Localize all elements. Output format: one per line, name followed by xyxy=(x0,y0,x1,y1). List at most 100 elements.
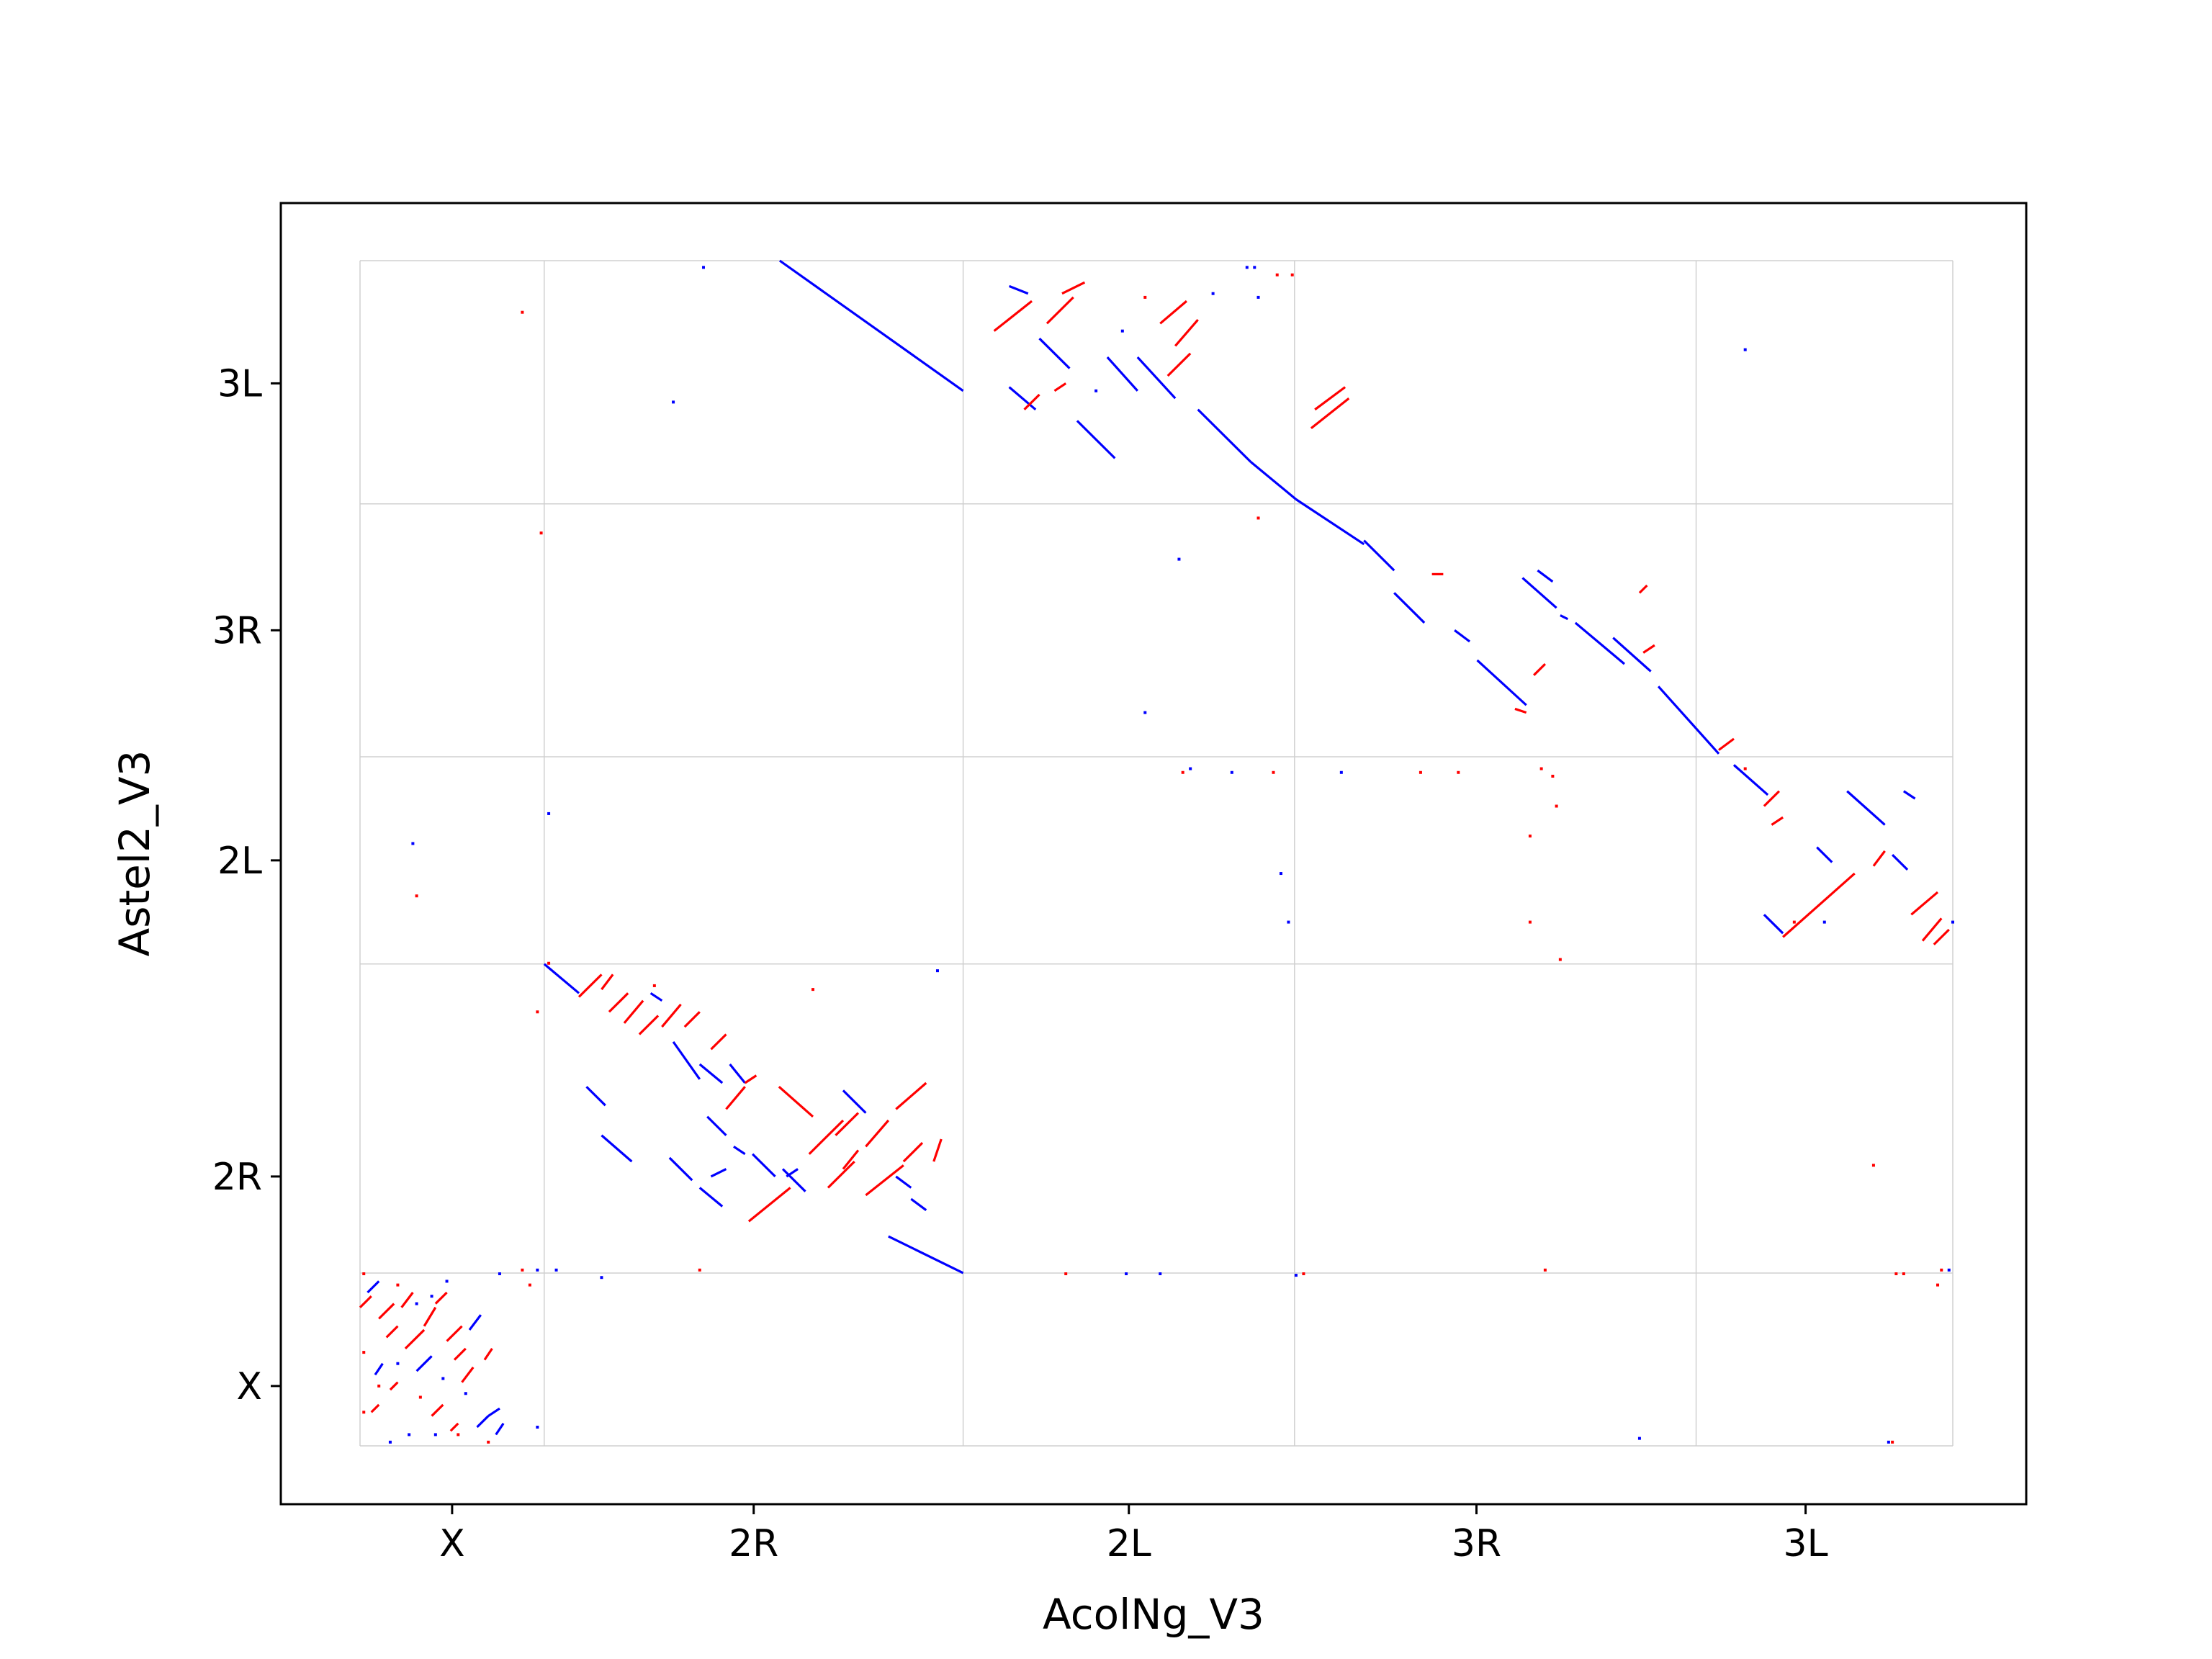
alignment-point-12 xyxy=(1094,389,1098,392)
alignment-segment-20 xyxy=(1363,539,1395,572)
alignment-point-15 xyxy=(1211,292,1215,295)
alignment-point-33 xyxy=(1743,767,1747,770)
alignment-segment-31 xyxy=(1612,637,1652,673)
alignment-segment-25 xyxy=(1514,707,1527,714)
alignment-point-72 xyxy=(457,1433,460,1437)
alignment-segment-92 xyxy=(385,1325,399,1339)
alignment-segment-23 xyxy=(1454,629,1471,643)
alignment-point-74 xyxy=(415,1302,418,1305)
alignment-segment-95 xyxy=(415,1355,433,1372)
alignment-point-19 xyxy=(1245,266,1249,269)
alignment-point-16 xyxy=(1275,273,1279,276)
alignment-segment-80 xyxy=(842,1149,860,1170)
alignment-point-56 xyxy=(528,1283,531,1287)
alignment-point-41 xyxy=(1822,920,1826,924)
x-tick-label-0: X xyxy=(439,1522,465,1565)
alignment-point-32 xyxy=(1551,774,1555,778)
alignment-point-14 xyxy=(1143,295,1147,299)
alignment-point-28 xyxy=(1339,770,1343,774)
alignment-point-3 xyxy=(539,531,543,535)
alignment-segment-3 xyxy=(1038,337,1071,369)
alignment-segment-9 xyxy=(1295,498,1365,546)
alignment-segment-62 xyxy=(725,1086,746,1110)
alignment-point-69 xyxy=(388,1440,392,1444)
alignment-segment-97 xyxy=(434,1291,448,1305)
alignment-segment-14 xyxy=(1166,352,1192,377)
alignment-segment-103 xyxy=(389,1381,399,1391)
alignment-segment-93 xyxy=(400,1292,414,1308)
alignment-point-8 xyxy=(536,1010,539,1014)
alignment-point-50 xyxy=(1543,1268,1547,1272)
alignment-point-59 xyxy=(1637,1437,1641,1440)
alignment-point-10 xyxy=(811,988,815,992)
alignment-segment-46 xyxy=(1910,891,1939,916)
alignment-segment-33 xyxy=(1638,584,1648,594)
alignment-segment-71 xyxy=(778,1086,814,1118)
alignment-segment-88 xyxy=(932,1138,943,1162)
alignment-segment-1 xyxy=(993,300,1033,332)
alignment-point-40 xyxy=(1792,920,1796,924)
alignment-point-5 xyxy=(411,842,415,845)
alignment-segment-94 xyxy=(404,1328,426,1350)
alignment-segment-107 xyxy=(370,1403,380,1413)
alignment-segment-51 xyxy=(601,974,614,991)
alignment-point-78 xyxy=(418,1395,422,1399)
alignment-segment-79 xyxy=(842,1089,867,1114)
alignment-point-38 xyxy=(1528,920,1532,924)
alignment-point-18 xyxy=(1256,295,1260,299)
alignment-segment-63 xyxy=(744,1074,757,1084)
alignment-point-51 xyxy=(698,1268,701,1272)
alignment-segment-81 xyxy=(827,1160,855,1189)
alignment-segment-40 xyxy=(1763,914,1784,935)
alignment-point-81 xyxy=(396,1362,400,1365)
alignment-point-75 xyxy=(430,1295,433,1298)
alignment-point-53 xyxy=(521,1268,524,1272)
alignment-segment-87 xyxy=(910,1197,927,1211)
alignment-segment-69 xyxy=(733,1146,746,1156)
alignment-point-29 xyxy=(1419,770,1422,774)
alignment-segment-102 xyxy=(374,1362,384,1376)
alignment-segment-49 xyxy=(543,963,580,994)
alignment-segment-67 xyxy=(698,1187,724,1208)
alignment-segment-84 xyxy=(902,1142,924,1163)
alignment-segment-10 xyxy=(1310,397,1350,430)
alignment-segment-73 xyxy=(781,1168,806,1192)
x-tick-label-1: 2R xyxy=(729,1522,778,1565)
alignment-segment-70 xyxy=(706,1115,727,1136)
alignment-segment-76 xyxy=(808,1119,845,1155)
alignment-segment-47 xyxy=(1921,917,1943,942)
alignment-segment-16 xyxy=(1076,420,1116,459)
alignment-point-36 xyxy=(1279,872,1282,876)
alignment-segment-44 xyxy=(1892,853,1909,871)
alignment-point-80 xyxy=(441,1377,445,1380)
alignment-point-46 xyxy=(1125,1272,1128,1275)
alignment-point-22 xyxy=(1256,516,1260,520)
alignment-point-43 xyxy=(1871,1164,1875,1167)
y-tick-label-1: 2R xyxy=(212,1156,262,1199)
alignment-point-1 xyxy=(521,310,524,314)
alignment-segment-5 xyxy=(1061,281,1086,295)
alignment-point-49 xyxy=(1302,1272,1305,1275)
alignment-segment-96 xyxy=(423,1306,437,1327)
alignment-segment-0 xyxy=(778,259,964,392)
x-tick-label-3: 3R xyxy=(1452,1522,1501,1565)
alignment-marks xyxy=(359,259,1954,1444)
alignment-segment-105 xyxy=(476,1415,490,1429)
alignment-segment-85 xyxy=(895,1175,912,1189)
alignment-segment-101 xyxy=(468,1314,482,1331)
alignment-point-70 xyxy=(408,1433,411,1437)
alignment-point-83 xyxy=(362,1411,366,1414)
alignment-segment-72 xyxy=(752,1153,776,1178)
alignment-point-2 xyxy=(672,400,675,404)
alignment-segment-35 xyxy=(1718,737,1735,751)
alignment-point-17 xyxy=(1290,273,1294,276)
alignment-segment-50 xyxy=(577,974,603,998)
alignment-segment-99 xyxy=(453,1347,467,1361)
alignment-point-65 xyxy=(1947,1268,1951,1272)
alignment-point-64 xyxy=(1940,1268,1943,1272)
alignment-point-20 xyxy=(1253,266,1256,269)
alignment-segment-12 xyxy=(1174,319,1199,347)
alignment-segment-82 xyxy=(865,1164,904,1197)
alignment-point-52 xyxy=(600,1276,603,1280)
chromosome-grid xyxy=(359,260,1954,1447)
